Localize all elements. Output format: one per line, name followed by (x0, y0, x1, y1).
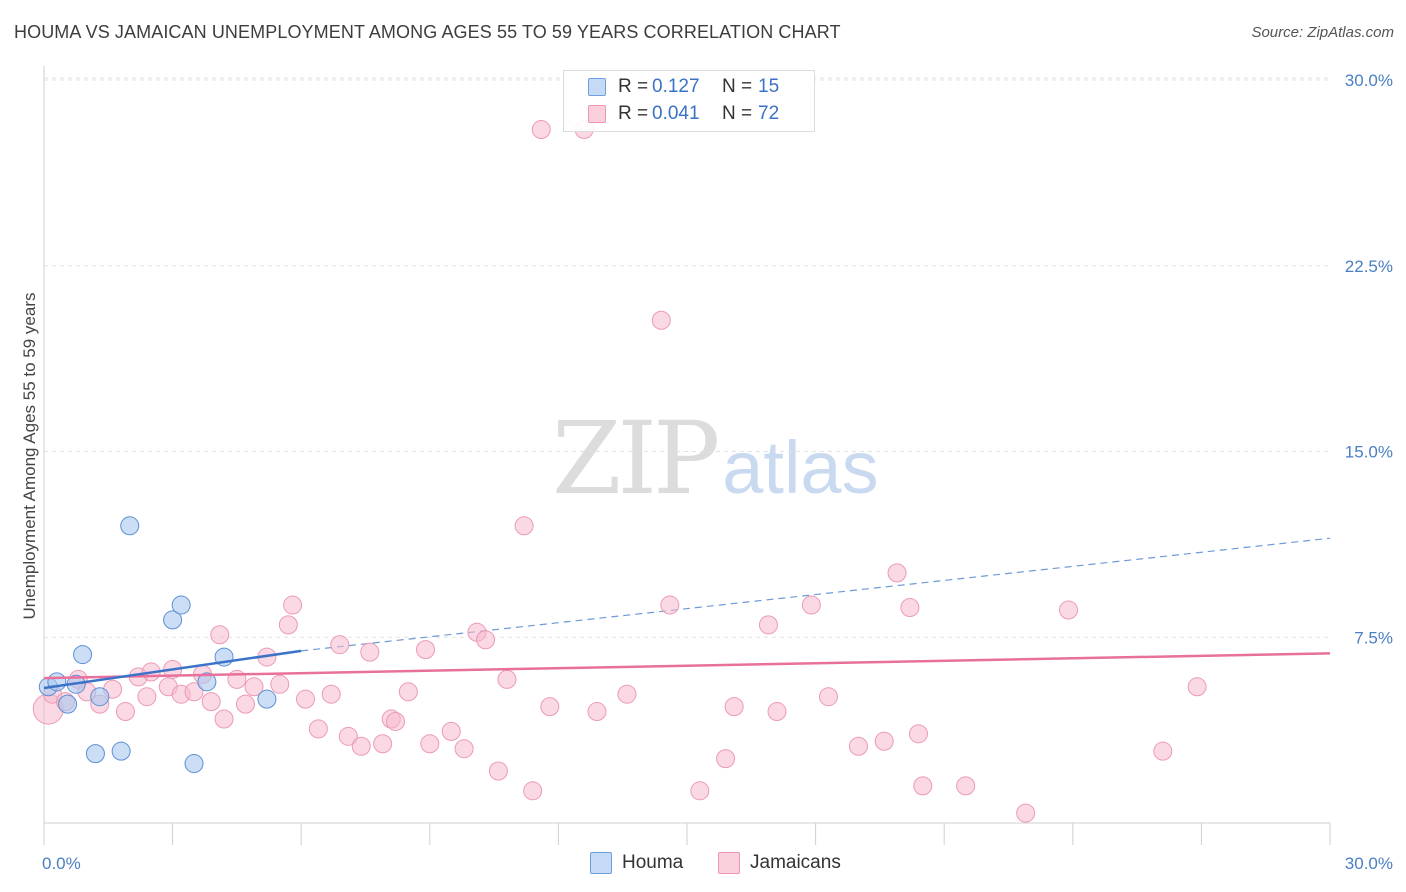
point-houma (184, 754, 204, 774)
point-jamaicans (531, 120, 551, 140)
point-jamaicans (308, 719, 328, 739)
point-jamaicans (454, 739, 474, 759)
point-jamaicans (724, 697, 744, 717)
point-jamaicans (818, 687, 838, 707)
y-tick-label-1: 15.0% (1345, 443, 1393, 462)
legend-houma-r-label: R = (618, 76, 649, 97)
point-jamaicans (476, 630, 496, 650)
legend-row-houma: R = 0.127 N = 15 (588, 75, 779, 99)
point-jamaicans (758, 615, 778, 635)
point-jamaicans (386, 711, 406, 731)
point-houma (120, 516, 140, 536)
point-jamaicans (900, 598, 920, 618)
bottom-legend-houma: Houma (590, 852, 683, 874)
point-houma (58, 694, 78, 714)
point-jamaicans (1016, 803, 1036, 823)
legend-row-jamaicans: R = 0.041 N = 72 (588, 102, 779, 126)
bottom-legend-houma-swatch (590, 852, 612, 874)
legend-swatch-jamaicans (588, 105, 606, 123)
point-jamaicans (874, 731, 894, 751)
point-jamaicans (441, 721, 461, 741)
x-tick-label-min: 0.0% (42, 854, 81, 873)
legend: R = 0.127 N = 15 R = 0.041 N = 72 (563, 70, 815, 132)
point-jamaicans (587, 702, 607, 722)
point-houma (85, 744, 105, 764)
point-houma (171, 595, 191, 615)
point-jamaicans (1059, 600, 1079, 620)
point-jamaicans (416, 640, 436, 660)
point-jamaicans (283, 595, 303, 615)
point-jamaicans (321, 684, 341, 704)
y-tick-label-2: 22.5% (1345, 257, 1393, 276)
point-jamaicans (373, 734, 393, 754)
bottom-legend-jamaicans-label: Jamaicans (750, 852, 841, 873)
point-houma (257, 689, 277, 709)
point-jamaicans (270, 674, 290, 694)
point-jamaicans (514, 516, 534, 536)
y-tick-label-0: 7.5% (1354, 628, 1393, 647)
point-jamaicans (1187, 677, 1207, 697)
point-jamaicans (201, 692, 221, 712)
point-jamaicans (848, 736, 868, 756)
point-jamaicans (184, 682, 204, 702)
point-jamaicans (497, 669, 517, 689)
trendline-houma-extension (301, 537, 1331, 652)
point-jamaicans (540, 697, 560, 717)
point-jamaicans (488, 761, 508, 781)
legend-jamaicans-n-value: 72 (758, 103, 780, 124)
point-houma (90, 687, 110, 707)
point-jamaicans (660, 595, 680, 615)
point-jamaicans (398, 682, 418, 702)
point-jamaicans (351, 736, 371, 756)
point-jamaicans (137, 687, 157, 707)
watermark-zip: ZIP (552, 400, 720, 517)
chart-title: HOUMA VS JAMAICAN UNEMPLOYMENT AMONG AGE… (14, 22, 841, 42)
point-jamaicans (278, 615, 298, 635)
point-jamaicans (360, 642, 380, 662)
point-jamaicans (420, 734, 440, 754)
watermark-atlas: atlas (722, 426, 879, 509)
legend-houma-n-value: 15 (758, 76, 780, 97)
point-houma (73, 645, 93, 665)
point-jamaicans (651, 310, 671, 330)
point-jamaicans (690, 781, 710, 801)
point-jamaicans (767, 702, 787, 722)
point-jamaicans (330, 635, 350, 655)
point-jamaicans (235, 694, 255, 714)
point-jamaicans (716, 749, 736, 769)
point-jamaicans (617, 684, 637, 704)
point-jamaicans (338, 726, 358, 746)
x-tick-label-max: 30.0% (1345, 854, 1393, 873)
trendline-jamaicans (43, 652, 1331, 680)
point-jamaicans (295, 689, 315, 709)
trendline-houma (43, 649, 302, 690)
point-jamaicans (244, 677, 264, 697)
point-jamaicans (913, 776, 933, 796)
point-jamaicans (115, 702, 135, 722)
source-label: Source: ZipAtlas.com (1251, 24, 1394, 41)
point-houma (197, 672, 217, 692)
point-houma (163, 610, 183, 630)
legend-houma-r-value: 0.127 (652, 76, 700, 97)
point-jamaicans (1153, 741, 1173, 761)
bottom-legend-houma-label: Houma (622, 852, 684, 873)
legend-swatch-houma (588, 78, 606, 96)
point-jamaicans (908, 724, 928, 744)
point-jamaicans (523, 781, 543, 801)
point-jamaicans (956, 776, 976, 796)
watermark: ZIPatlas (552, 400, 879, 517)
point-jamaicans (214, 709, 234, 729)
point-houma (111, 741, 131, 761)
legend-jamaicans-r-value: 0.041 (652, 103, 700, 124)
bottom-legend-jamaicans-swatch (718, 852, 740, 874)
legend-jamaicans-r-label: R = (618, 103, 649, 124)
bottom-legend-jamaicans: Jamaicans (718, 852, 841, 874)
legend-jamaicans-n-label: N = (722, 103, 753, 124)
legend-houma-n-label: N = (722, 76, 753, 97)
y-tick-label-3: 30.0% (1345, 71, 1393, 90)
point-jamaicans (801, 595, 821, 615)
point-jamaicans (210, 625, 230, 645)
point-jamaicans (887, 563, 907, 583)
